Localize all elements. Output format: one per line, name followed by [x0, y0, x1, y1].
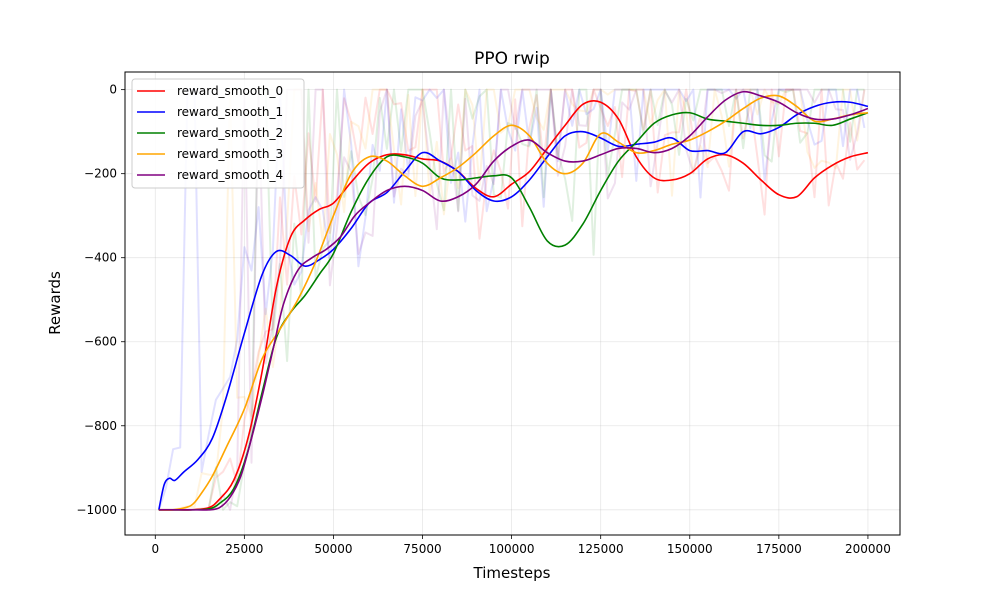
y-tick-label: −200 [84, 167, 117, 181]
series-line-reward_smooth_2 [158, 111, 869, 511]
grid [125, 72, 900, 535]
series-line-reward_smooth_1 [158, 100, 869, 510]
legend-label: reward_smooth_0 [177, 84, 283, 98]
legend-frame [131, 78, 305, 189]
series-line-reward_smooth_3 [158, 94, 869, 511]
legend-label: reward_smooth_4 [177, 168, 283, 182]
x-tick-label: 200000 [845, 542, 891, 556]
y-tick-label: −400 [84, 251, 117, 265]
x-tick-label: 25000 [225, 542, 263, 556]
plot-frame [124, 71, 901, 536]
x-tick-label: 0 [151, 542, 159, 556]
series-line-reward_smooth_0 [158, 100, 869, 511]
y-tick-label: −1000 [76, 503, 117, 517]
x-axis-ticks: 0 25000 50000 75000 100000 125000 150000 175000… [151, 535, 891, 556]
legend: reward_smooth_0 reward_smooth_1 reward_smo… [131, 78, 305, 189]
legend-label: reward_smooth_1 [177, 105, 283, 119]
x-tick-label: 50000 [314, 542, 352, 556]
y-tick-label: 0 [109, 83, 117, 97]
legend-label: reward_smooth_2 [177, 126, 283, 140]
series-line-reward_smooth_4 [158, 90, 869, 511]
y-tick-label: −600 [84, 335, 117, 349]
x-tick-label: 100000 [489, 542, 535, 556]
raw-trace-reward_smooth_0 [158, 88, 866, 511]
chart-title: PPO rwip [474, 49, 550, 69]
raw-trace-reward_smooth_2 [158, 88, 865, 511]
x-axis-label: Timesteps [473, 564, 551, 582]
raw-trace-reward_smooth_4 [158, 88, 866, 511]
y-tick-label: −800 [84, 419, 117, 433]
smoothed-series-layer [158, 90, 869, 511]
y-axis-label: Rewards [46, 271, 64, 335]
y-axis-ticks: −1000 −800 −600 −400 −200 0 [76, 83, 125, 517]
x-tick-label: 125000 [578, 542, 624, 556]
x-tick-label: 75000 [403, 542, 441, 556]
x-tick-label: 150000 [667, 542, 713, 556]
legend-label: reward_smooth_3 [177, 147, 283, 161]
x-tick-label: 175000 [756, 542, 802, 556]
